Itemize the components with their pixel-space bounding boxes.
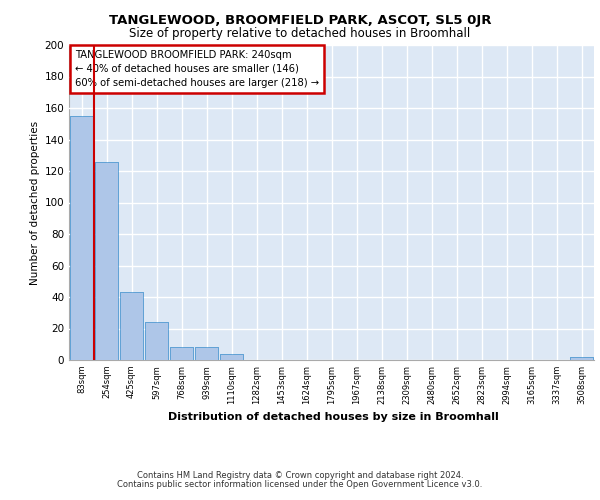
Bar bbox=[145, 322, 168, 360]
Bar bbox=[170, 348, 193, 360]
Y-axis label: Number of detached properties: Number of detached properties bbox=[30, 120, 40, 284]
Text: Distribution of detached houses by size in Broomhall: Distribution of detached houses by size … bbox=[167, 412, 499, 422]
Bar bbox=[120, 292, 143, 360]
Bar bbox=[70, 116, 93, 360]
Bar bbox=[145, 322, 168, 360]
Text: TANGLEWOOD BROOMFIELD PARK: 240sqm
← 40% of detached houses are smaller (146)
60: TANGLEWOOD BROOMFIELD PARK: 240sqm ← 40%… bbox=[76, 50, 319, 88]
Bar bbox=[195, 348, 218, 360]
Bar bbox=[220, 354, 243, 360]
Text: Contains public sector information licensed under the Open Government Licence v3: Contains public sector information licen… bbox=[118, 480, 482, 489]
Bar bbox=[95, 162, 118, 360]
Bar bbox=[120, 292, 143, 360]
Bar bbox=[95, 162, 118, 360]
Bar bbox=[220, 354, 243, 360]
Text: Contains HM Land Registry data © Crown copyright and database right 2024.: Contains HM Land Registry data © Crown c… bbox=[137, 471, 463, 480]
Bar bbox=[570, 357, 593, 360]
Bar bbox=[195, 348, 218, 360]
Bar bbox=[170, 348, 193, 360]
Bar bbox=[70, 116, 93, 360]
Bar bbox=[570, 357, 593, 360]
Text: Size of property relative to detached houses in Broomhall: Size of property relative to detached ho… bbox=[130, 28, 470, 40]
Text: TANGLEWOOD, BROOMFIELD PARK, ASCOT, SL5 0JR: TANGLEWOOD, BROOMFIELD PARK, ASCOT, SL5 … bbox=[109, 14, 491, 27]
